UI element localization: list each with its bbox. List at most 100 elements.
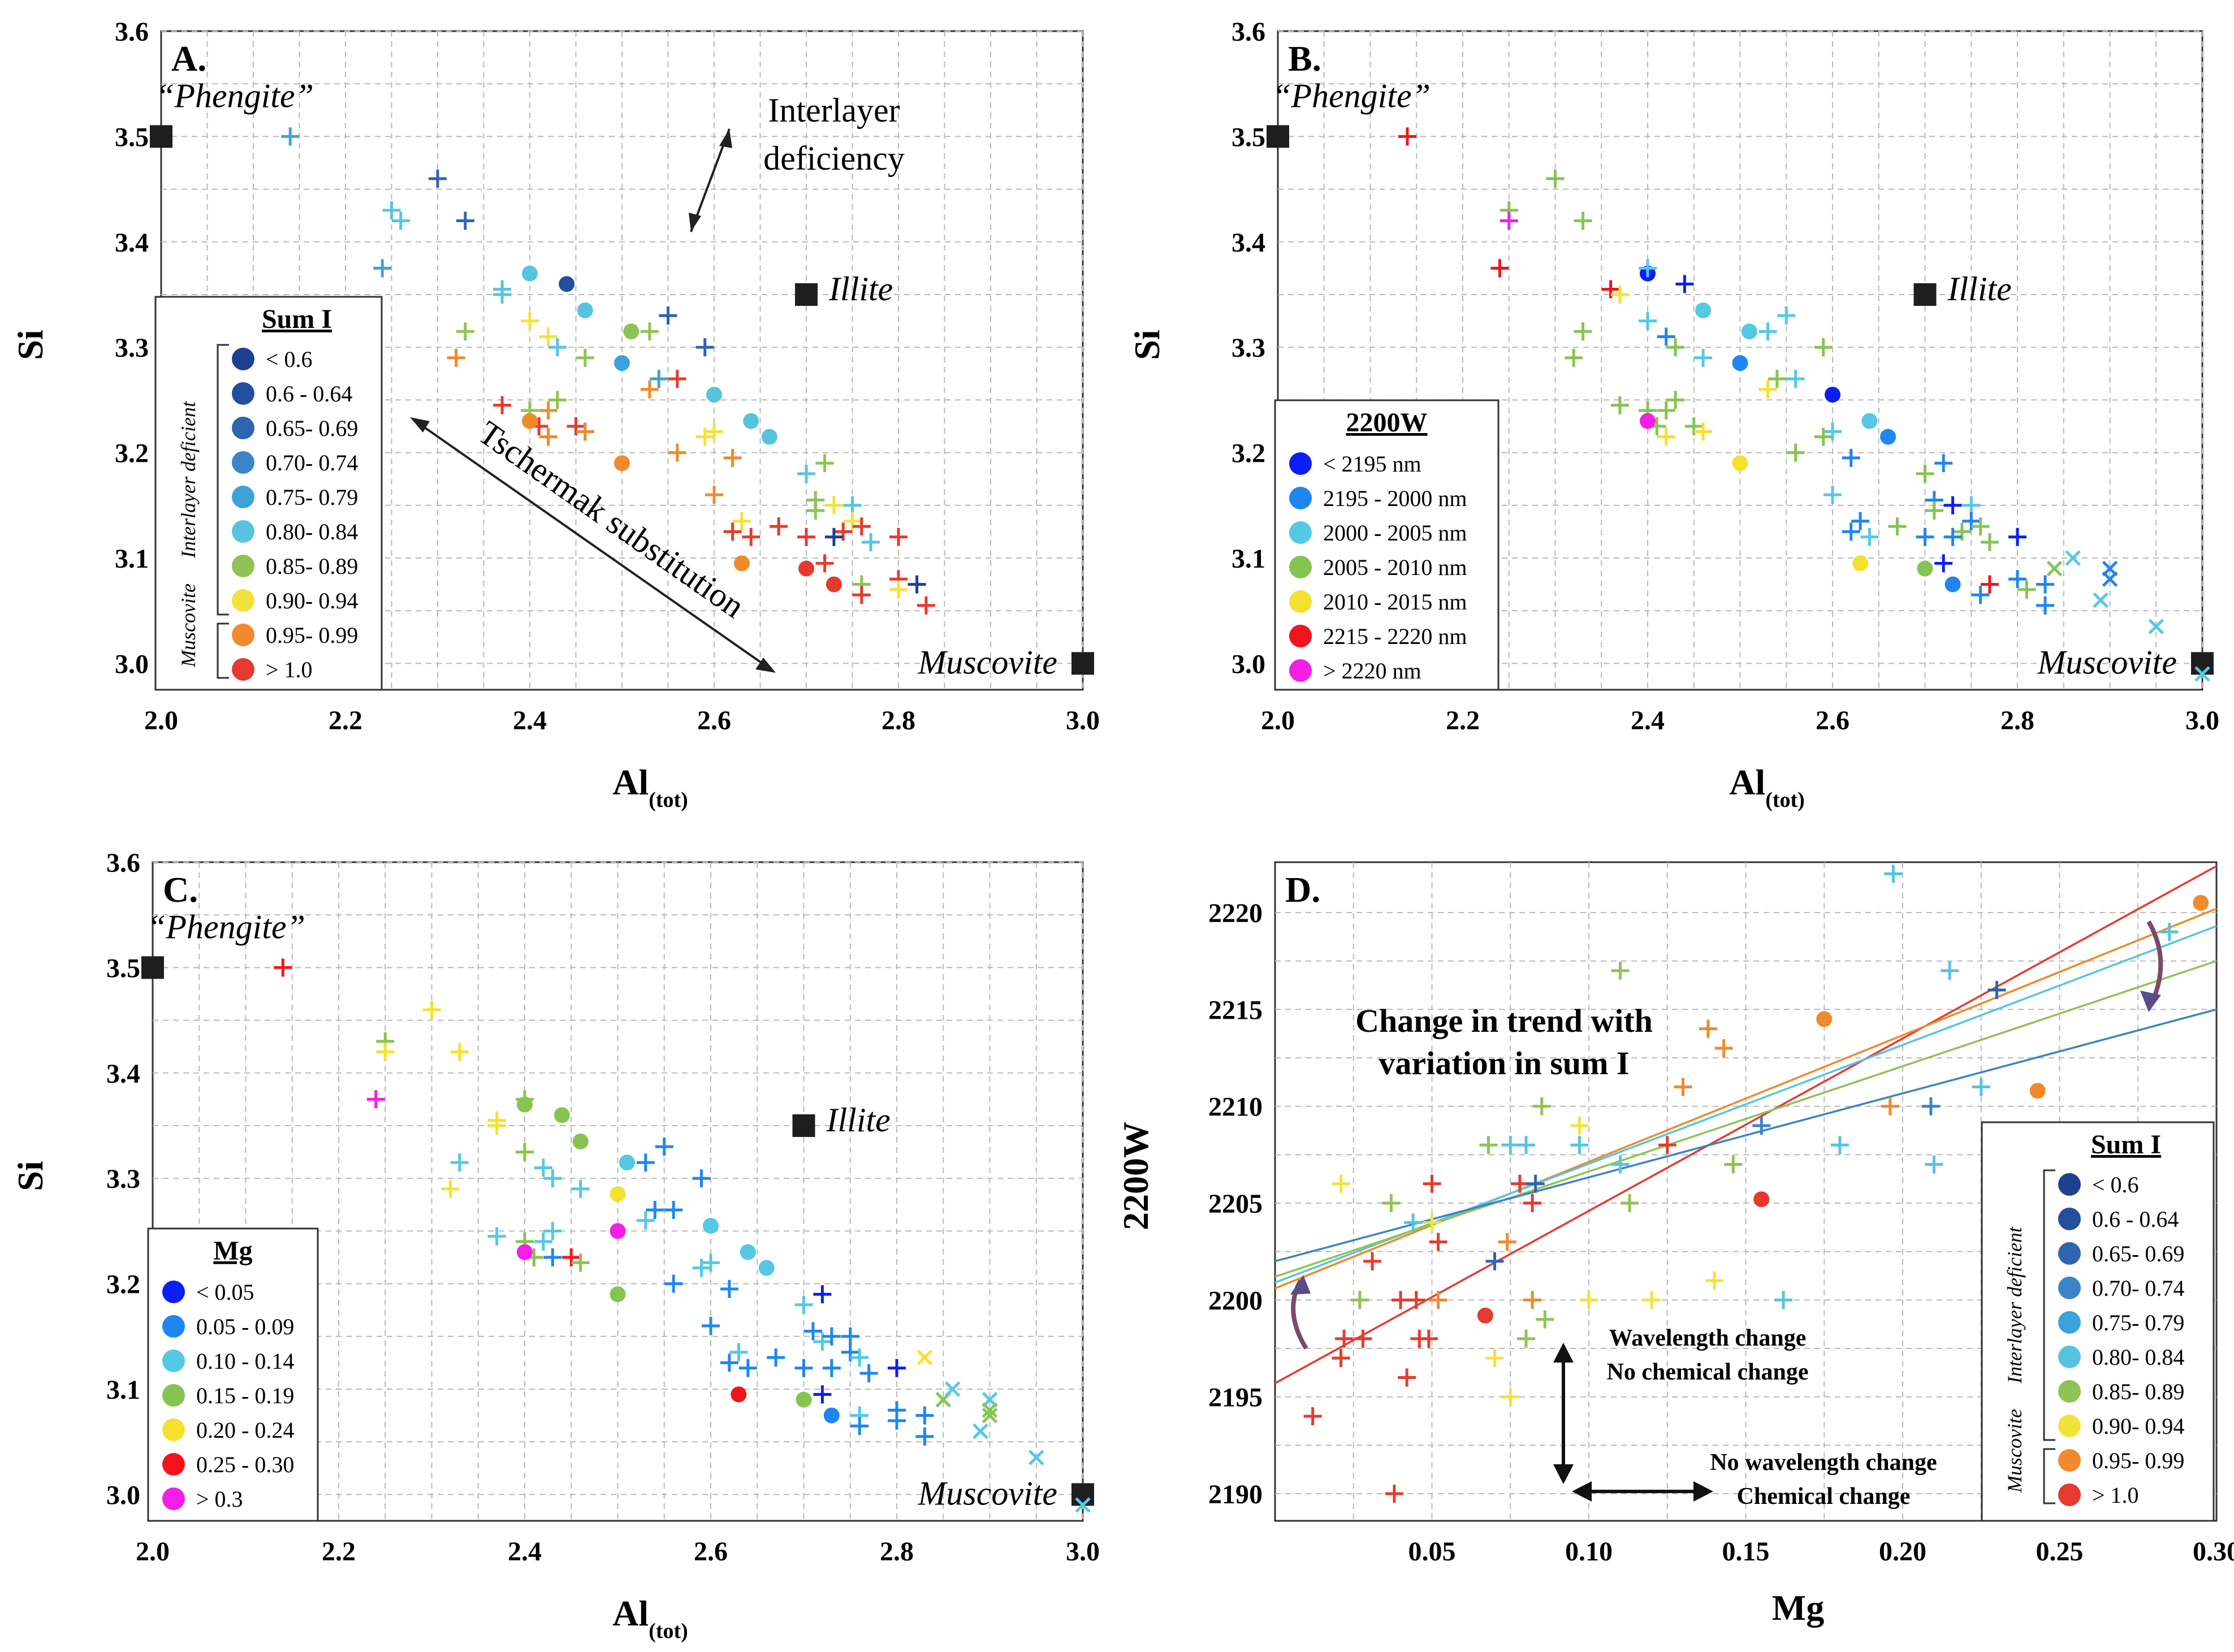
legend-marker: [1289, 521, 1312, 544]
data-point: [1758, 322, 1777, 341]
data-point: [610, 1223, 626, 1239]
y-tick-label: 3.3: [115, 333, 149, 363]
data-point: [1485, 1349, 1504, 1368]
data-point: [1684, 417, 1703, 435]
y-tick-label: 3.4: [115, 228, 149, 258]
y-axis-title: Si: [10, 1161, 50, 1191]
data-point: [1952, 522, 1971, 541]
data-point: [767, 1348, 785, 1367]
data-point: [539, 327, 558, 346]
y-tick-label: 3.1: [1231, 544, 1265, 574]
data-point: [740, 1244, 756, 1260]
data-point: [850, 1348, 869, 1367]
data-point: [796, 1391, 812, 1408]
data-point: [1941, 961, 1959, 980]
data-point: [1643, 1291, 1661, 1309]
data-points: [1303, 864, 2209, 1503]
legend-marker: [1289, 590, 1312, 613]
data-point: [1639, 259, 1657, 278]
x-tick-label: 2.4: [508, 1537, 542, 1567]
data-point: [382, 201, 401, 219]
x-axis-title: Al(tot): [1729, 762, 1805, 812]
reference-marker: [1071, 652, 1094, 675]
x-tick-label: 2.0: [136, 1537, 170, 1567]
data-point: [1354, 1329, 1372, 1348]
data-point: [720, 1279, 738, 1298]
arrow-head: [755, 658, 776, 673]
legend-entry: 2000 - 2005 nm: [1323, 520, 1467, 546]
data-point: [1980, 575, 1999, 594]
legend-marker: [232, 589, 254, 612]
data-points: [1398, 127, 2210, 682]
data-point: [1526, 1174, 1545, 1193]
data-point: [797, 527, 815, 546]
data-point: [1350, 1291, 1369, 1309]
data-point: [1916, 527, 1934, 546]
data-point: [274, 958, 292, 977]
data-point: [2008, 527, 2026, 546]
data-point: [1943, 527, 1962, 546]
data-point: [373, 259, 392, 278]
data-point: [862, 533, 880, 552]
x-tick-label: 2.6: [697, 706, 731, 736]
y-tick-label: 2210: [1208, 1092, 1263, 1122]
reference-label: Muscovite: [2037, 643, 2177, 681]
x-axis-title-subscript: (tot): [1765, 788, 1805, 812]
data-point: [571, 1253, 590, 1272]
y-tick-label: 3.4: [106, 1059, 140, 1089]
data-point: [429, 169, 447, 188]
data-point: [692, 1169, 711, 1188]
data-point: [517, 1244, 533, 1260]
legend-group-label: Muscovite: [2003, 1409, 2026, 1493]
data-point: [1398, 1368, 1416, 1387]
legend-entry: > 1.0: [266, 657, 313, 682]
data-point: [447, 348, 465, 367]
panel-D: 0.05 0.10 0.15 0.20 0.25 0.30 2190 2195 2200 2205…: [1116, 861, 2234, 1628]
data-point: [822, 1359, 841, 1377]
data-point: [2046, 560, 2063, 577]
data-point: [1777, 306, 1796, 325]
data-point: [1768, 370, 1786, 388]
data-point: [1814, 427, 1833, 446]
arrow-head: [1693, 1481, 1713, 1502]
data-point: [1574, 322, 1592, 341]
legend-marker: [162, 1281, 185, 1303]
data-point: [1824, 486, 1842, 504]
legend-box: [154, 296, 383, 691]
reference-marker: [1913, 283, 1937, 306]
data-point: [729, 1343, 748, 1361]
data-point: [1657, 401, 1675, 420]
x-tick-label: 0.15: [1722, 1537, 1770, 1567]
y-tick-label: 3.1: [106, 1375, 140, 1405]
data-point: [1860, 527, 1879, 546]
data-point: [493, 286, 512, 304]
y-tick-label: 2205: [1208, 1189, 1263, 1219]
trend-line: [1274, 865, 2217, 1385]
data-point: [733, 555, 750, 572]
data-point: [521, 312, 539, 330]
data-point: [1570, 1117, 1589, 1135]
x-axis-title: Al(tot): [612, 762, 688, 812]
x-tick-label: 0.30: [2193, 1537, 2234, 1567]
data-point: [2102, 571, 2118, 587]
data-point: [1980, 533, 1999, 552]
reference-marker: [2191, 652, 2214, 675]
data-point: [1640, 413, 1656, 429]
data-point: [456, 211, 474, 230]
data-point: [1825, 387, 1840, 403]
legend-box: [1274, 399, 1500, 691]
data-point: [1419, 1329, 1438, 1348]
legend-entry: 0.75- 0.79: [2092, 1310, 2184, 1335]
data-point: [646, 1201, 664, 1219]
x-tick-label: 2.2: [329, 706, 362, 736]
data-point: [915, 1427, 934, 1446]
reference-label: Muscovite: [917, 1474, 1057, 1512]
data-point: [2065, 550, 2081, 566]
data-point: [1880, 429, 1896, 445]
legend-marker: [162, 1384, 185, 1407]
y-tick-label: 3.5: [115, 122, 149, 152]
data-point: [822, 1327, 841, 1346]
data-points: [274, 958, 1091, 1513]
data-point: [1479, 1136, 1498, 1154]
y-tick-label: 3.1: [115, 544, 149, 574]
